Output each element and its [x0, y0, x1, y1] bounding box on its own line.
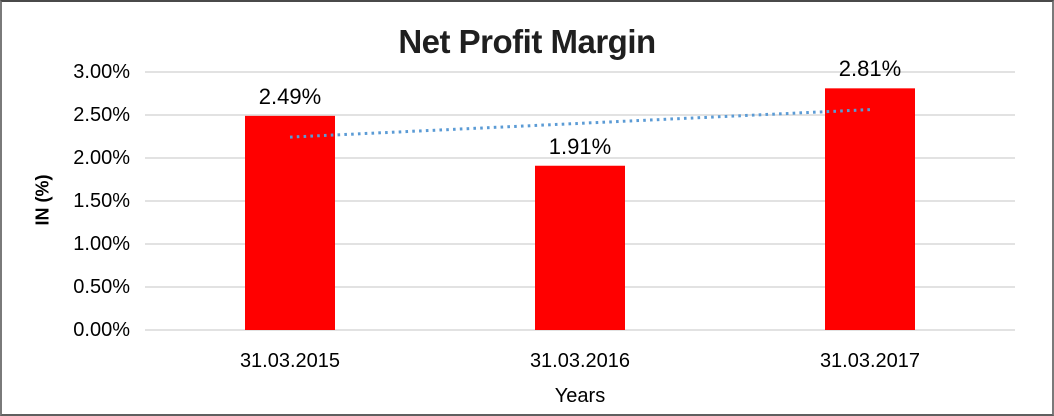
y-tick-label: 2.50%: [73, 104, 130, 126]
x-tick-label-31.03.2016: 31.03.2016: [529, 350, 631, 372]
trendline: [289, 108, 871, 139]
bar-31.03.2015: [245, 115, 335, 330]
y-tick-label: 1.50%: [73, 190, 130, 212]
chart-title: Net Profit Margin: [398, 23, 656, 60]
data-label-31.03.2015: 2.49%: [258, 83, 322, 109]
x-tick-label-31.03.2017: 31.03.2017: [819, 350, 921, 372]
bar-31.03.2016: [535, 165, 625, 330]
bar-31.03.2017: [825, 88, 915, 330]
x-tick-label-31.03.2015: 31.03.2015: [239, 350, 341, 372]
y-tick-label: 2.00%: [73, 147, 130, 169]
x-axis-title: Years: [554, 385, 606, 407]
y-tick-label: 0.50%: [73, 276, 130, 298]
y-tick-label: 3.00%: [73, 61, 130, 83]
data-label-31.03.2016: 1.91%: [548, 133, 612, 159]
y-tick-label: 0.00%: [73, 319, 130, 341]
data-label-31.03.2017: 2.81%: [838, 56, 902, 82]
y-tick-label: 1.00%: [73, 233, 130, 255]
